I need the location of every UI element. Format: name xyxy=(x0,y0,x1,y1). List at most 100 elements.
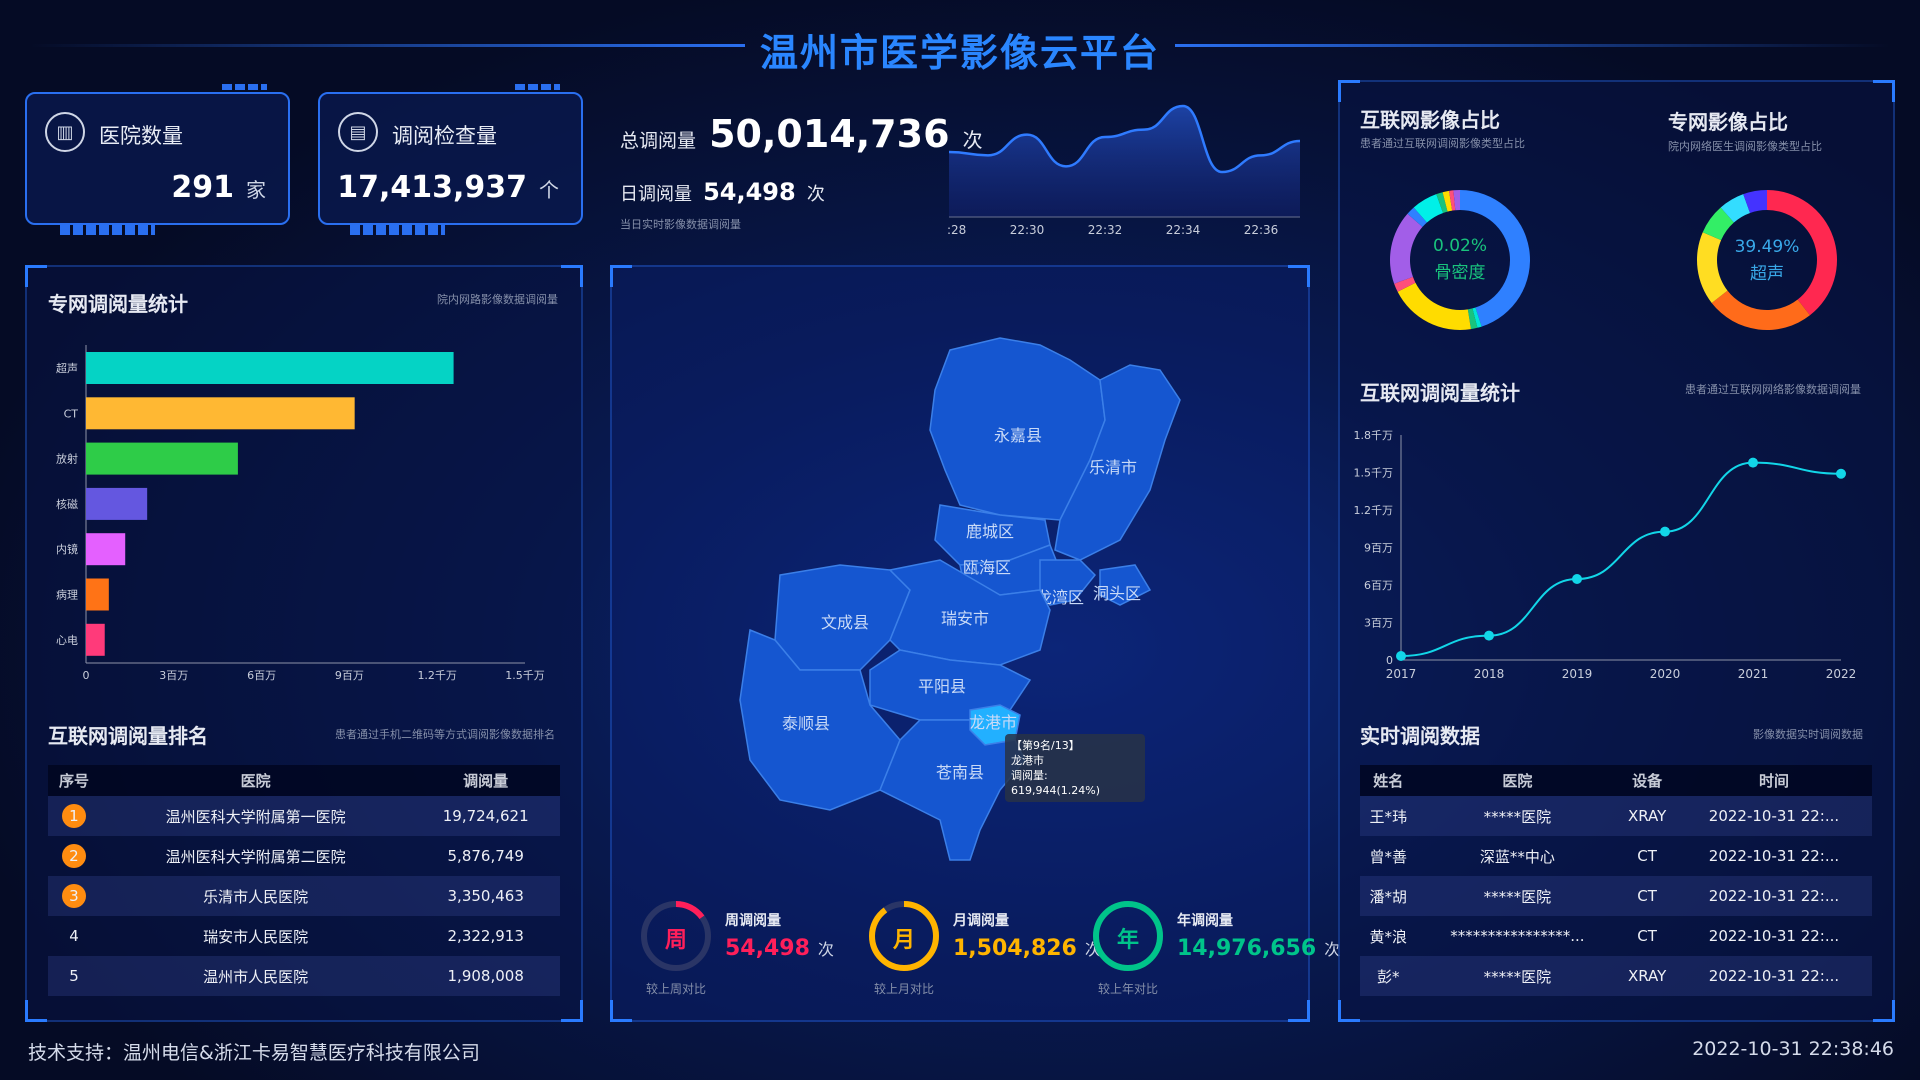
col-header-hospital: 医院 xyxy=(1416,765,1619,796)
district-label: 平阳县 xyxy=(918,677,966,696)
donut-segment xyxy=(1436,192,1448,213)
donut-segment xyxy=(1720,194,1751,223)
rank-badge: 5 xyxy=(69,967,79,985)
donut-segment xyxy=(1697,232,1728,303)
col-header-time: 时间 xyxy=(1675,765,1872,796)
month-progress-ring xyxy=(869,901,939,971)
table-row[interactable]: 潘*胡 *****医院 CT 2022-10-31 22:... xyxy=(1360,876,1872,916)
internet-share-subtitle: 患者通过互联网调阅影像类型占比 xyxy=(1360,137,1525,150)
bar-CT xyxy=(86,397,355,430)
table-row[interactable]: 彭* *****医院 XRAY 2022-10-31 22:... xyxy=(1360,956,1872,996)
x-tick-label: 0 xyxy=(83,669,90,682)
y-tick-label: 0 xyxy=(1386,654,1393,667)
bar-超声 xyxy=(86,352,454,384)
time-cell: 2022-10-31 22:... xyxy=(1675,956,1872,996)
ranking-subtitle: 患者通过手机二维码等方式调阅影像数据排名 xyxy=(335,728,555,741)
data-point-2017 xyxy=(1396,651,1406,661)
card-tab-decor xyxy=(60,225,155,235)
donut-segment xyxy=(1467,308,1478,330)
private-share-donut xyxy=(1697,190,1837,330)
donut1-center: 0.02% 骨密度 xyxy=(1385,233,1535,287)
donut-segment xyxy=(1453,190,1460,211)
table-row[interactable]: 3 乐清市人民医院 3,350,463 xyxy=(48,876,560,916)
y-tick-label: 9百万 xyxy=(1364,542,1393,555)
x-tick-label: 22:32 xyxy=(1088,223,1123,237)
corner-decor xyxy=(1873,80,1895,102)
realtime-sparkline: 22:28 22:30 22:32 22:34 22:36 xyxy=(948,104,1301,237)
week-progress-ring xyxy=(641,901,711,971)
table-row[interactable]: 黄*浪 ****************... CT 2022-10-31 22… xyxy=(1360,916,1872,956)
x-tick-label: 2017 xyxy=(1386,667,1417,681)
district-label: 龙港市 xyxy=(969,713,1017,732)
district-平阳县[interactable] xyxy=(869,649,1032,721)
corner-decor xyxy=(1288,265,1310,287)
donut1-center-value: 0.02% xyxy=(1432,236,1487,256)
hospital-cell: ****************... xyxy=(1450,927,1585,945)
district-label: 苍南县 xyxy=(936,763,984,782)
count-cell: 19,724,621 xyxy=(411,796,560,836)
table-row[interactable]: 4 瑞安市人民医院 2,322,913 xyxy=(48,916,560,956)
internet-views-line-chart: 0 3百万 6百万 9百万 1.2千万 1.5千万 1.8千万 2017 2018 2019 202… xyxy=(1354,429,1857,681)
donut-segment xyxy=(1743,190,1767,213)
stat-value: 1,504,826 次 xyxy=(953,936,1101,961)
rank-cell: 5 xyxy=(48,956,100,996)
district-苍南县[interactable] xyxy=(879,719,1026,861)
time-cell: 2022-10-31 22:... xyxy=(1708,847,1840,865)
district-乐清市[interactable] xyxy=(1054,364,1181,561)
table-row[interactable]: 1 温州医科大学附属第一医院 19,724,621 xyxy=(48,796,560,836)
category-label: CT xyxy=(64,407,79,420)
private-share-title: 专网影像占比 xyxy=(1668,110,1788,134)
sparkline-line xyxy=(948,104,1301,174)
name-cell: 黄*浪 xyxy=(1369,927,1407,946)
district-洞头区[interactable] xyxy=(1099,564,1152,606)
district-label: 洞头区 xyxy=(1093,584,1141,603)
count-cell: 1,908,008 xyxy=(411,956,560,996)
card-value: 17,413,937 个 xyxy=(337,170,559,205)
stat-title: 月调阅量 xyxy=(953,913,1009,929)
col-header-hospital: 医院 xyxy=(99,765,412,796)
table-row[interactable]: 5 温州市人民医院 1,908,008 xyxy=(48,956,560,996)
table-row[interactable]: 2 温州医科大学附属第二医院 5,876,749 xyxy=(48,836,560,876)
y-tick-label: 1.8千万 xyxy=(1354,429,1394,442)
corner-decor xyxy=(25,265,47,287)
daily-label: 日调阅量 xyxy=(620,184,692,205)
district-label: 瑞安市 xyxy=(941,609,989,628)
category-label: 心电 xyxy=(56,634,78,647)
total-views: 总调阅量 50,014,736 次 xyxy=(620,112,983,156)
total-unit: 次 xyxy=(962,128,983,152)
x-tick-label: 22:30 xyxy=(1010,223,1045,237)
bar-内镜 xyxy=(86,533,126,566)
district-瑞安市[interactable] xyxy=(888,559,1051,666)
tooltip-value: 调阅量: 619,944(1.24%) xyxy=(1011,769,1101,797)
donut-segment xyxy=(1390,213,1423,284)
rank-cell: 1 xyxy=(48,796,100,836)
name-cell: 彭* xyxy=(1360,956,1417,996)
x-tick-label: 2022 xyxy=(1826,667,1857,681)
hospital-cell: 乐清市人民医院 xyxy=(99,876,412,916)
time-cell: 2022-10-31 22:... xyxy=(1708,927,1840,945)
rank-badge: 2 xyxy=(61,844,86,868)
x-tick-label: 9百万 xyxy=(335,669,364,682)
total-value: 50,014,736 xyxy=(709,112,950,156)
district-label: 瓯海区 xyxy=(963,558,1011,577)
ring-glyph: 年 xyxy=(1116,928,1139,953)
donut-segment xyxy=(1702,207,1734,241)
realtime-title: 实时调阅数据 xyxy=(1360,724,1480,748)
district-label: 文成县 xyxy=(821,613,869,632)
donut-segment xyxy=(1407,207,1427,227)
hospital-count-card: ▥ 医院数量 291 家 xyxy=(25,92,290,225)
hospital-cell: 深蓝**中心 xyxy=(1479,847,1555,866)
x-tick-label: 2019 xyxy=(1562,667,1593,681)
col-header-name: 姓名 xyxy=(1360,765,1417,796)
daily-note: 当日实时影像数据调阅量 xyxy=(620,218,741,231)
table-row[interactable]: 曾*善 深蓝**中心 CT 2022-10-31 22:... xyxy=(1360,836,1872,876)
table-row[interactable]: 王*玮 *****医院 XRAY 2022-10-31 22:... xyxy=(1360,796,1872,836)
corner-decor xyxy=(561,265,583,287)
document-icon: ▤ xyxy=(338,112,378,152)
corner-decor xyxy=(610,265,632,287)
district-label: 乐清市 xyxy=(1089,458,1137,477)
data-point-2022 xyxy=(1836,468,1846,479)
internet-share-donut xyxy=(1390,190,1530,330)
donut-segment xyxy=(1767,190,1837,316)
